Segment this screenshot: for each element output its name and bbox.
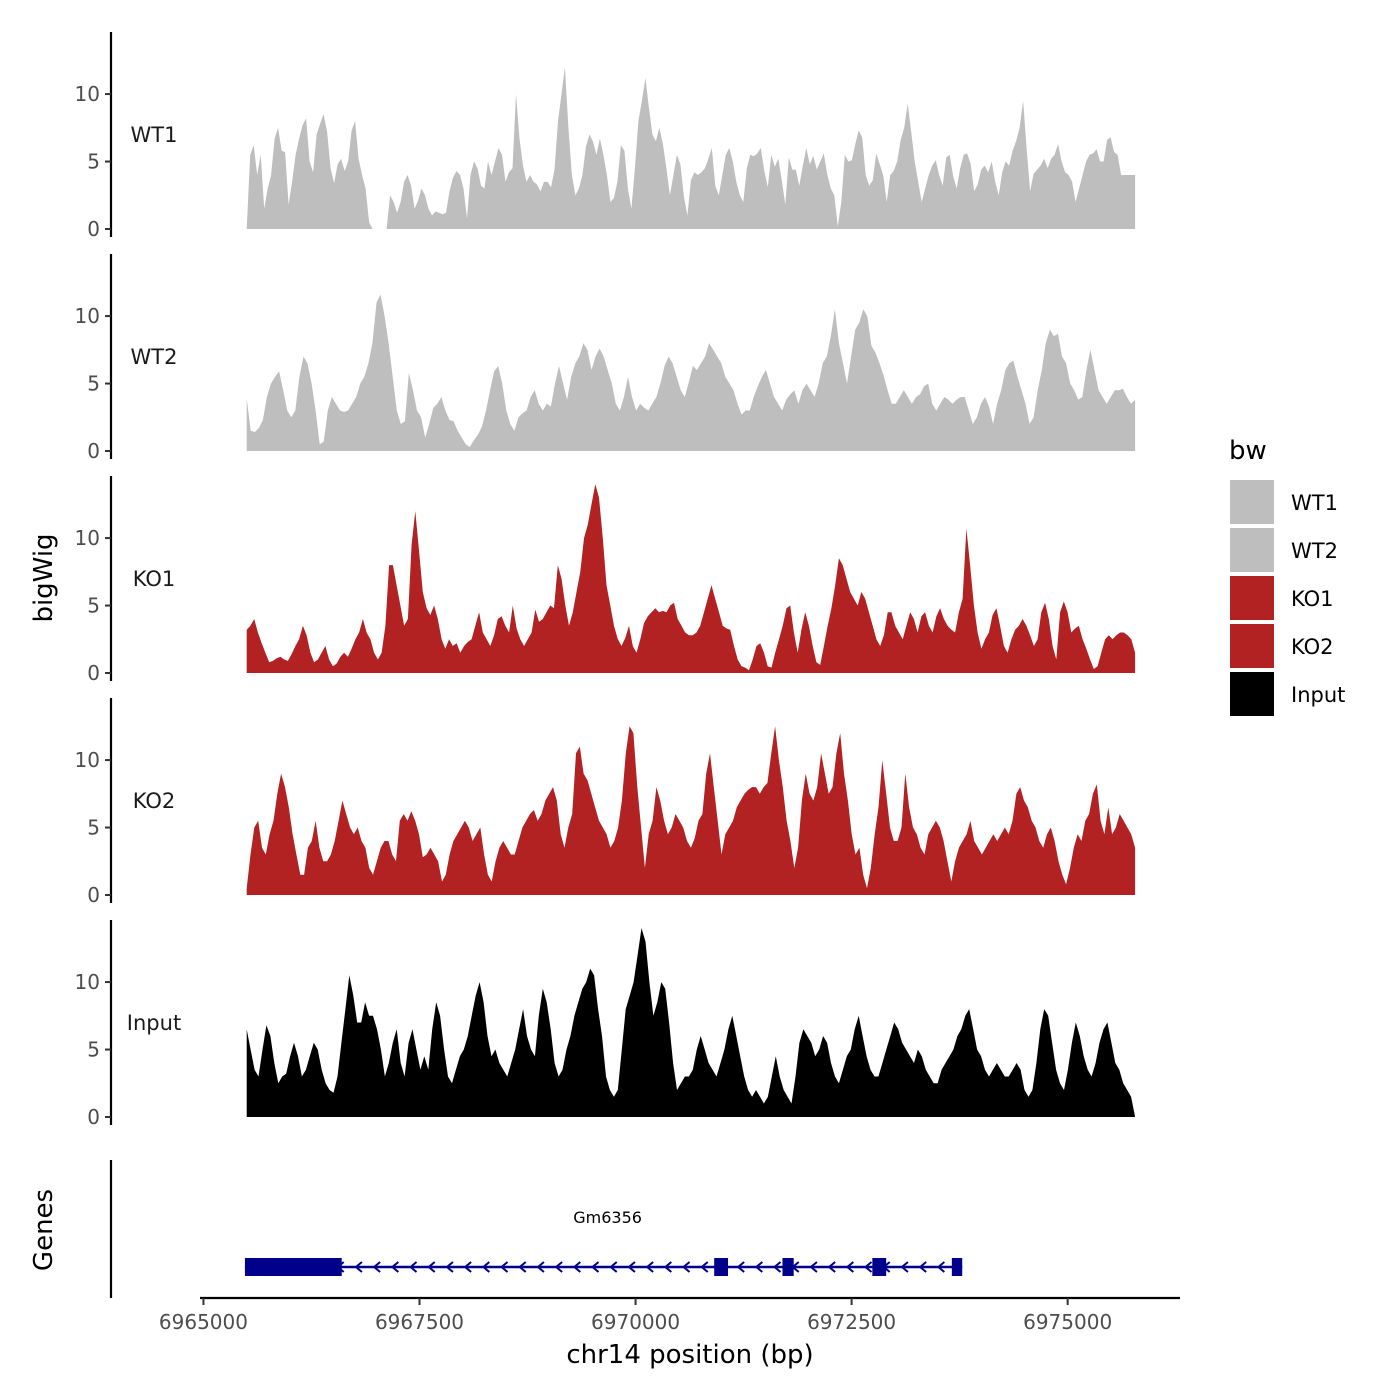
y-tick-label: 10	[75, 970, 100, 994]
legend-title: bw	[1229, 436, 1267, 466]
legend-entry-wt2: WT2	[1230, 528, 1338, 572]
exon	[951, 1258, 963, 1276]
x-tick-label: 6972500	[807, 1310, 896, 1334]
track-panel-wt2: 0 5 10 WT2	[75, 254, 1136, 463]
strand-arrow	[663, 1261, 672, 1273]
legend-entry-wt1: WT1	[1230, 480, 1338, 524]
x-axis-title: chr14 position (bp)	[566, 1340, 813, 1370]
strand-arrow	[918, 1261, 927, 1273]
strand-arrow	[681, 1261, 691, 1273]
strand-arrow	[645, 1261, 654, 1273]
gene-gm6356: Gm6356	[244, 1208, 963, 1276]
genes-axis-title: Genes	[29, 1189, 59, 1271]
x-tick-label: 6965000	[159, 1310, 248, 1334]
legend-entry-input: Input	[1230, 672, 1345, 716]
track-label-input: Input	[127, 1011, 181, 1035]
y-tick-label: 0	[87, 439, 100, 463]
coverage-tracks: 0 5 10 WT1 0 5 10 WT2 0 5 10 KO1 0 5 10 KO2 0 5 10 Input	[75, 32, 1136, 1129]
legend-swatch	[1230, 576, 1274, 620]
coverage-area-wt1	[246, 67, 1136, 229]
gene-name-label: Gm6356	[573, 1208, 642, 1227]
y-tick-label: 10	[75, 748, 100, 772]
x-tick-label: 6975000	[1023, 1310, 1112, 1334]
strand-arrow	[827, 1261, 836, 1273]
track-panel-input: 0 5 10 Input	[75, 920, 1136, 1129]
strand-arrow	[590, 1261, 600, 1273]
x-tick-label: 6970000	[591, 1310, 680, 1334]
y-axis-title: bigWig	[29, 533, 59, 622]
y-tick-label: 5	[87, 594, 100, 618]
strand-arrow	[936, 1261, 945, 1273]
y-tick-label: 10	[75, 82, 100, 106]
strand-arrow	[390, 1261, 399, 1273]
strand-arrow	[772, 1261, 782, 1273]
track-label-wt2: WT2	[131, 345, 178, 369]
strand-arrow	[499, 1261, 509, 1273]
strand-arrow	[372, 1261, 381, 1273]
strand-arrow	[463, 1261, 472, 1273]
y-tick-label: 5	[87, 816, 100, 840]
y-tick-label: 0	[87, 1105, 100, 1129]
coverage-area-input	[246, 928, 1136, 1117]
strand-arrow	[481, 1261, 490, 1273]
legend-swatch	[1230, 528, 1274, 572]
strand-arrow	[809, 1261, 818, 1273]
legend-swatch	[1230, 672, 1274, 716]
strand-arrow	[900, 1261, 909, 1273]
strand-arrow	[863, 1261, 873, 1273]
track-panel-ko1: 0 5 10 KO1	[75, 476, 1136, 685]
legend-label: KO1	[1291, 587, 1334, 611]
legend-swatch	[1230, 480, 1274, 524]
strand-arrow	[536, 1261, 545, 1273]
exon	[714, 1258, 729, 1276]
exon	[782, 1258, 794, 1276]
exon	[872, 1258, 887, 1276]
y-tick-label: 5	[87, 1038, 100, 1062]
y-tick-label: 10	[75, 526, 100, 550]
strand-arrow	[700, 1261, 709, 1273]
y-tick-label: 0	[87, 661, 100, 685]
track-panel-ko2: 0 5 10 KO2	[75, 698, 1136, 907]
y-tick-label: 0	[87, 217, 100, 241]
exon	[244, 1258, 342, 1276]
legend-swatch	[1230, 624, 1274, 668]
strand-arrow	[572, 1261, 581, 1273]
x-tick-label: 6967500	[375, 1310, 464, 1334]
coverage-area-wt2	[246, 294, 1136, 451]
coverage-area-ko2	[246, 726, 1136, 895]
legend-label: WT1	[1291, 491, 1338, 515]
strand-arrow	[354, 1261, 363, 1273]
y-tick-label: 10	[75, 304, 100, 328]
strand-arrow	[445, 1261, 454, 1273]
track-label-wt1: WT1	[131, 123, 178, 147]
legend: bw WT1 WT2 KO1 KO2 Input	[1229, 436, 1345, 716]
track-panel-wt1: 0 5 10 WT1	[75, 32, 1136, 241]
legend-entry-ko1: KO1	[1230, 576, 1334, 620]
coverage-area-ko1	[246, 484, 1136, 673]
strand-arrow	[845, 1261, 854, 1273]
strand-arrow	[518, 1261, 527, 1273]
strand-arrow	[427, 1261, 436, 1273]
y-tick-label: 0	[87, 883, 100, 907]
y-tick-label: 5	[87, 372, 100, 396]
strand-arrow	[408, 1261, 418, 1273]
gene-track: Gm6356	[109, 1160, 963, 1298]
strand-arrow	[627, 1261, 636, 1273]
x-axis: 6965000 6967500 6970000 6972500 6975000	[159, 1296, 1180, 1334]
y-tick-label: 5	[87, 150, 100, 174]
track-label-ko2: KO2	[133, 789, 176, 813]
legend-entry-ko2: KO2	[1230, 624, 1334, 668]
strand-arrow	[554, 1261, 563, 1273]
legend-label: WT2	[1291, 539, 1338, 563]
strand-arrow	[736, 1261, 745, 1273]
track-label-ko1: KO1	[133, 567, 176, 591]
legend-label: KO2	[1291, 635, 1334, 659]
strand-arrow	[609, 1261, 618, 1273]
legend-label: Input	[1291, 683, 1345, 707]
strand-arrow	[754, 1261, 763, 1273]
